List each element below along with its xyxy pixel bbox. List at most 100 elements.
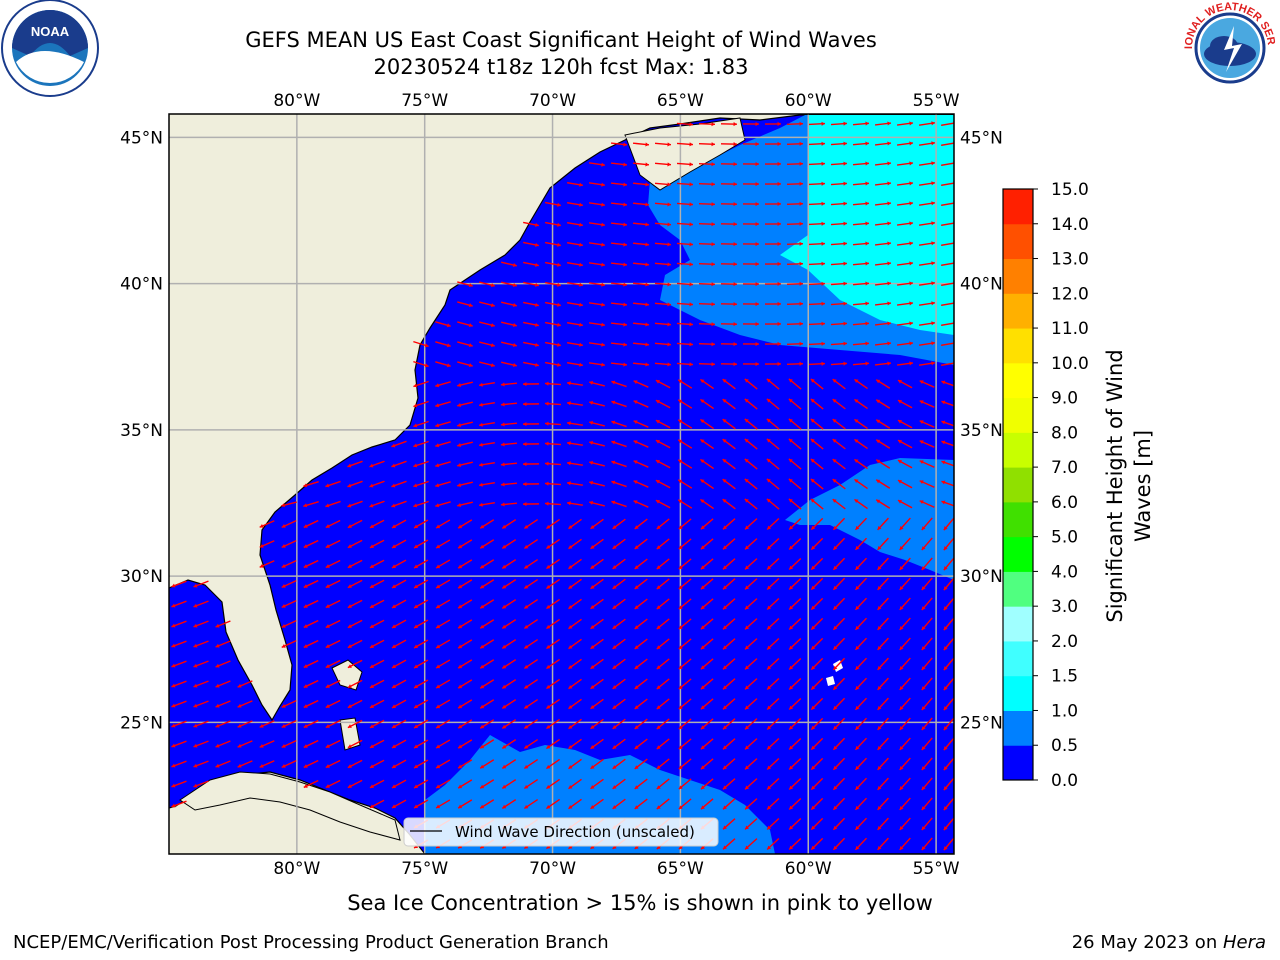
wind-arrow-head (601, 222, 605, 227)
wind-arrow-head (171, 583, 176, 588)
wind-arrow-head (788, 438, 793, 443)
wind-arrow-head (745, 665, 750, 670)
colorbar-segment (1003, 675, 1033, 711)
wind-arrow-head (369, 644, 374, 648)
nws-logo: NATIONAL WEATHER SERVICE (1183, 1, 1277, 94)
wind-arrow-head (568, 804, 573, 809)
wind-arrow-head (303, 764, 308, 768)
wind-arrow-head (700, 479, 705, 484)
wind-arrow-head (941, 420, 946, 425)
wind-arrow-head (545, 421, 549, 426)
wind-arrow-head (524, 784, 529, 789)
wind-arrow-head (810, 478, 815, 483)
wind-arrow-head (601, 302, 605, 307)
wind-arrow-head (634, 705, 639, 709)
wind-arrow-head (833, 525, 838, 530)
wind-arrow-head (436, 784, 441, 789)
wind-arrow-head (413, 463, 418, 468)
wind-arrow-head (777, 341, 781, 346)
wind-arrow-head (887, 241, 891, 246)
wind-arrow-head (259, 543, 264, 548)
wind-arrow-head (501, 502, 505, 507)
wind-arrow-head (414, 544, 419, 549)
credit-date-text: 26 May 2023 on (1071, 932, 1223, 953)
wind-arrow-head (656, 785, 661, 790)
wind-arrow-head (612, 605, 617, 609)
wind-arrow-head (876, 459, 881, 464)
wind-arrow-head (943, 666, 948, 671)
wind-arrow-head (943, 546, 948, 551)
wind-arrow-head (899, 846, 904, 850)
wind-arrow-head (237, 723, 242, 728)
wind-arrow-head (745, 705, 750, 710)
wind-arrow-head (767, 525, 772, 530)
wind-arrow-head (579, 222, 583, 227)
wind-arrow-head (711, 342, 715, 347)
wind-arrow-head (755, 221, 759, 227)
wind-arrow-head (413, 383, 418, 388)
wind-arrow-head (623, 242, 627, 247)
wind-arrow-head (767, 685, 772, 690)
lat-tick-label-left: 25°N (120, 713, 163, 733)
wind-arrow-head (700, 419, 705, 424)
wind-arrow-head (755, 301, 759, 307)
wind-arrow-head (854, 419, 859, 424)
wind-arrow-head (833, 705, 838, 710)
wind-arrow-head (557, 242, 561, 247)
wind-arrow-head (919, 500, 924, 505)
wind-arrow-head (369, 483, 374, 488)
wind-arrow-head (799, 261, 803, 266)
wind-arrow-head (943, 646, 948, 651)
wind-arrow-head (733, 322, 737, 327)
wind-arrow-head (755, 181, 759, 187)
wind-arrow-head (832, 459, 837, 463)
wind-arrow-head (623, 182, 627, 187)
wind-arrow-head (457, 503, 462, 508)
wind-arrow-head (667, 342, 671, 347)
colorbar-label-line2: Waves [m] (1131, 430, 1155, 542)
wind-arrow-head (667, 262, 671, 267)
wind-arrow-head (612, 525, 617, 529)
wind-arrow-head (919, 480, 924, 485)
wind-arrow-head (645, 202, 649, 207)
wind-arrow-head (567, 501, 571, 506)
wind-arrow-head (612, 745, 617, 749)
wind-arrow-head (943, 626, 948, 631)
wind-arrow-head (733, 222, 737, 227)
wind-arrow-head (722, 625, 727, 630)
wind-arrow-head (788, 378, 793, 383)
wind-arrow-head (325, 564, 330, 568)
wind-arrow-head (193, 703, 198, 708)
wind-arrow-head (524, 664, 529, 669)
lon-tick-label-bottom: 75°W (401, 859, 448, 879)
wind-arrow-head (193, 663, 198, 668)
wind-arrow-head (601, 362, 605, 367)
wind-arrow-head (535, 222, 539, 227)
wind-arrow-head (789, 625, 794, 630)
wind-arrow-head (589, 380, 594, 385)
wind-arrow (940, 202, 954, 207)
wind-arrow-head (623, 262, 627, 267)
wind-arrow-head (678, 459, 683, 464)
wind-arrow-head (468, 303, 473, 308)
wind-arrow-head (833, 845, 838, 850)
wind-arrow-head (897, 420, 902, 424)
wind-arrow-head (943, 526, 948, 531)
wind-arrow-head (789, 745, 794, 750)
wind-arrow-head (634, 525, 639, 529)
wind-arrow-head (821, 301, 825, 306)
wind-arrow-head (700, 725, 705, 730)
wind-arrow-head (678, 785, 683, 790)
wind-arrow-head (502, 844, 507, 849)
wind-arrow-head (899, 626, 904, 630)
wind-arrow-head (633, 480, 638, 485)
wind-arrow-head (811, 665, 816, 670)
wind-arrow-head (446, 343, 451, 348)
wind-arrow-head (833, 605, 838, 610)
colorbar-segment (1003, 362, 1033, 399)
wind-arrow-head (810, 458, 815, 463)
wind-arrow-head (855, 585, 860, 590)
wind-arrow-head (777, 161, 781, 166)
wind-arrow-head (854, 459, 859, 464)
wind-arrow-head (733, 122, 737, 127)
